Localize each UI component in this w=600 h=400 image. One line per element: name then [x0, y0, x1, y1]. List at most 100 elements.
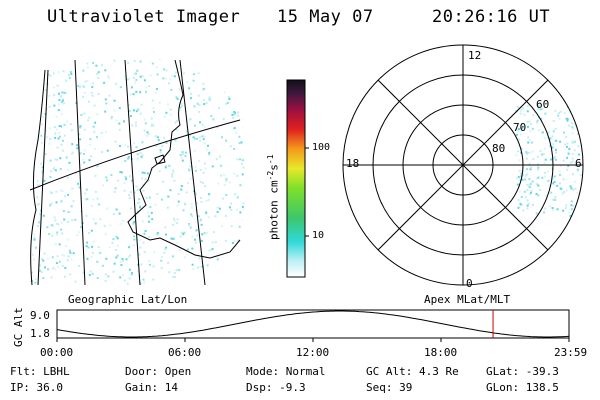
- speckle-pixel: [71, 143, 74, 146]
- speckle-pixel: [160, 267, 163, 270]
- speckle-pixel: [542, 153, 545, 156]
- speckle-pixel: [132, 222, 135, 225]
- speckle-pixel: [82, 95, 85, 98]
- speckle-pixel: [56, 255, 59, 258]
- speckle-pixel: [139, 206, 141, 209]
- speckle-pixel: [182, 153, 184, 155]
- speckle-pixel: [43, 252, 46, 255]
- speckle-pixel: [517, 198, 520, 201]
- speckle-pixel: [197, 215, 200, 218]
- speckle-pixel: [528, 184, 531, 187]
- speckle-pixel: [220, 174, 223, 177]
- speckle-pixel: [86, 257, 89, 260]
- speckle-pixel: [145, 91, 148, 94]
- speckle-pixel: [60, 189, 63, 192]
- speckle-pixel: [190, 206, 193, 209]
- speckle-pixel: [525, 152, 528, 155]
- speckle-pixel: [558, 117, 561, 120]
- speckle-pixel: [156, 136, 159, 139]
- speckle-pixel: [550, 191, 553, 194]
- speckle-pixel: [196, 137, 199, 140]
- speckle-pixel: [103, 224, 106, 227]
- speckle-pixel: [528, 193, 531, 196]
- speckle-pixel: [520, 172, 523, 175]
- speckle-pixel: [187, 182, 190, 185]
- speckle-pixel: [101, 264, 104, 267]
- speckle-pixel: [211, 241, 214, 244]
- speckle-pixel: [165, 233, 167, 236]
- speckle-pixel: [531, 141, 534, 144]
- speckle-pixel: [200, 239, 203, 242]
- speckle-pixel: [74, 218, 77, 221]
- speckle-pixel: [124, 176, 127, 179]
- speckle-pixel: [110, 174, 113, 176]
- speckle-pixel: [539, 150, 542, 153]
- speckle-pixel: [538, 129, 540, 132]
- speckle-pixel: [537, 184, 540, 187]
- speckle-pixel: [541, 153, 543, 156]
- speckle-pixel: [562, 159, 565, 162]
- speckle-pixel: [104, 98, 107, 101]
- speckle-pixel: [85, 214, 88, 217]
- speckle-pixel: [80, 226, 83, 228]
- speckle-pixel: [103, 81, 106, 84]
- speckle-pixel: [153, 250, 156, 253]
- speckle-pixel: [579, 174, 582, 177]
- speckle-pixel: [172, 169, 175, 172]
- speckle-pixel: [128, 197, 131, 199]
- speckle-pixel: [555, 158, 557, 161]
- speckle-pixel: [123, 189, 126, 192]
- speckle-pixel: [92, 82, 95, 85]
- speckle-pixel: [54, 132, 57, 135]
- speckle-pixel: [239, 211, 242, 214]
- altitude-max-label: 9.0: [30, 309, 50, 322]
- speckle-pixel: [165, 69, 168, 72]
- speckle-pixel: [78, 185, 81, 188]
- speckle-pixel: [49, 204, 52, 207]
- speckle-pixel: [59, 135, 61, 138]
- speckle-pixel: [71, 151, 74, 154]
- speckle-pixel: [222, 118, 225, 120]
- speckle-pixel: [515, 133, 518, 136]
- speckle-pixel: [197, 72, 200, 74]
- speckle-pixel: [64, 266, 67, 269]
- speckle-pixel: [531, 150, 534, 153]
- speckle-pixel: [60, 143, 63, 146]
- speckle-pixel: [196, 102, 199, 105]
- longitude-line: [37, 69, 49, 286]
- speckle-pixel: [195, 202, 198, 205]
- speckle-pixel: [212, 231, 215, 234]
- status-gain: Gain: 14: [125, 381, 178, 394]
- status-ip: IP: 36.0: [10, 381, 63, 394]
- speckle-pixel: [228, 98, 231, 100]
- speckle-pixel: [40, 271, 43, 274]
- speckle-pixel: [128, 246, 131, 249]
- speckle-pixel: [541, 131, 544, 134]
- speckle-pixel: [526, 105, 529, 108]
- speckle-pixel: [76, 144, 79, 147]
- speckle-pixel: [214, 215, 217, 218]
- speckle-pixel: [181, 159, 184, 162]
- speckle-pixel: [152, 111, 155, 113]
- speckle-pixel: [34, 281, 37, 284]
- speckle-pixel: [520, 196, 523, 199]
- speckle-pixel: [144, 230, 147, 232]
- speckle-pixel: [219, 155, 221, 158]
- speckle-pixel: [79, 125, 82, 128]
- speckle-pixel: [58, 125, 61, 127]
- speckle-pixel: [48, 105, 51, 108]
- speckle-pixel: [240, 162, 243, 165]
- speckle-pixel: [532, 114, 535, 117]
- speckle-pixel: [239, 158, 242, 161]
- speckle-pixel: [564, 207, 567, 210]
- speckle-pixel: [189, 161, 192, 164]
- speckle-pixel: [53, 268, 56, 271]
- speckle-pixel: [53, 126, 56, 129]
- speckle-pixel: [553, 175, 556, 178]
- speckle-pixel: [529, 151, 532, 154]
- speckle-pixel: [194, 169, 197, 172]
- speckle-pixel: [518, 190, 521, 193]
- speckle-pixel: [96, 165, 99, 168]
- speckle-pixel: [515, 153, 518, 156]
- speckle-pixel: [120, 171, 123, 174]
